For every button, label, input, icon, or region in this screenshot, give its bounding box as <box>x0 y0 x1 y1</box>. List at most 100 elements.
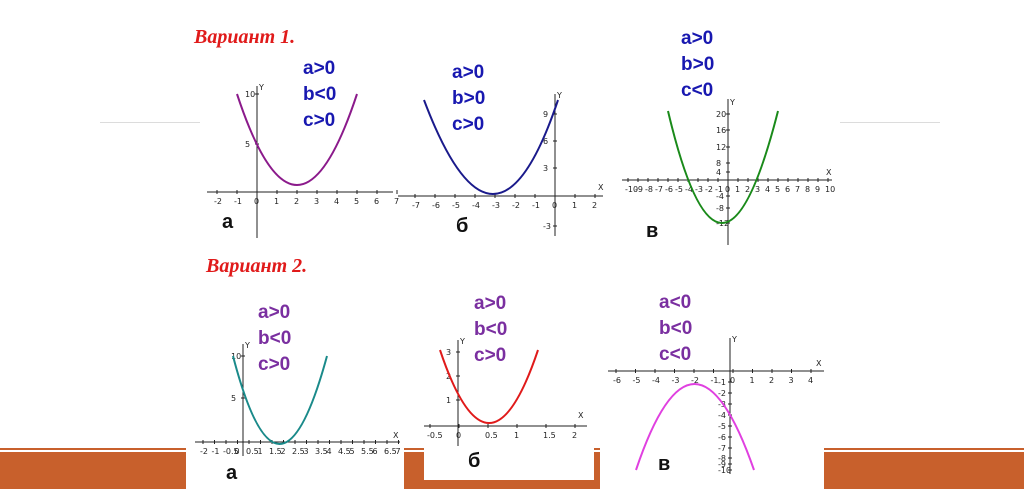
x-tick-label: -6 <box>665 185 673 194</box>
condition-a: a<0 <box>659 292 692 313</box>
x-tick-label: 4 <box>334 197 339 206</box>
y-tick-label: -6 <box>718 433 726 442</box>
x-tick-label: -2 <box>512 201 520 210</box>
x-tick-label: 5.5 <box>361 447 374 456</box>
x-tick-label: 0 <box>725 185 730 194</box>
condition-b: b<0 <box>474 319 508 340</box>
x-axis-label: X <box>826 168 832 177</box>
y-tick-label: -3 <box>718 400 726 409</box>
x-tick-label: -1 <box>234 197 242 206</box>
x-axis-label: X <box>393 431 399 440</box>
parabola-curve <box>439 349 539 424</box>
x-tick-label: 6 <box>373 447 378 456</box>
variant1-title: Вариант 1. <box>194 26 296 48</box>
condition-b: b<0 <box>303 84 337 105</box>
y-tick-label: 10 <box>231 352 241 361</box>
x-tick-label: -10 <box>625 185 638 194</box>
condition-b: b>0 <box>452 88 486 109</box>
y-tick-label: 8 <box>716 159 721 168</box>
conditions-2b: a>0 b<0 c>0 <box>474 291 507 369</box>
x-tick-label: 6.5 <box>384 447 397 456</box>
x-tick-label: 1.5 <box>269 447 282 456</box>
condition-c: c>0 <box>452 114 485 135</box>
x-tick-label: -2 <box>705 185 713 194</box>
x-tick-label: 2 <box>572 431 577 440</box>
x-tick-label: -3 <box>695 185 703 194</box>
x-tick-label: 3 <box>755 185 760 194</box>
condition-b: b<0 <box>659 318 693 339</box>
conditions-1b: a>0 b>0 c>0 <box>452 60 485 138</box>
x-axis-label: X <box>578 411 584 420</box>
y-axis-label: Y <box>556 91 562 100</box>
condition-a: a>0 <box>258 302 291 323</box>
x-tick-label: 2 <box>745 185 750 194</box>
condition-c: c>0 <box>474 345 507 366</box>
condition-b: b<0 <box>258 328 292 349</box>
graph-letter-1c: в <box>646 220 659 242</box>
parabola-graph-2a: -2 -1 -0.50 0.51 1.52 2.53 3.54 4.55 5.56 6.57105… <box>195 341 401 456</box>
x-tick-label: -1 <box>532 201 540 210</box>
y-tick-label: 4 <box>716 168 721 177</box>
y-axis-label: Y <box>731 335 737 344</box>
y-tick-label: 6 <box>543 137 548 146</box>
parabola-curve <box>667 110 779 224</box>
y-tick-label: 3 <box>543 164 548 173</box>
graph-panel-b2 <box>424 440 594 480</box>
x-tick-label: -2 <box>214 197 222 206</box>
y-axis-label: Y <box>244 341 250 350</box>
parabola-curve <box>236 93 358 186</box>
y-tick-label: -4 <box>716 192 724 201</box>
conditions-2c: a<0 b<0 c<0 <box>659 290 692 368</box>
x-tick-label: 2 <box>294 197 299 206</box>
y-tick-label: -9 <box>718 460 726 469</box>
x-tick-label: 3 <box>304 447 309 456</box>
divider-line <box>840 122 940 123</box>
x-tick-label: -4 <box>652 376 660 385</box>
y-tick-label: -10 <box>718 466 731 475</box>
x-tick-label: -7 <box>655 185 663 194</box>
x-tick-label: 4 <box>327 447 332 456</box>
parabola-graph-2b: -0.5 0 0.5 1 1.5 2 3 2 1 Y X <box>424 337 587 446</box>
x-tick-label: 1.5 <box>543 431 556 440</box>
x-tick-label: -1 <box>711 376 719 385</box>
y-tick-label: 16 <box>716 126 726 135</box>
condition-c: c<0 <box>681 80 714 101</box>
condition-a: a>0 <box>474 293 507 314</box>
parabola-graph-1c: -10-9 -8 -7 -6 -5 -4 -3 -2 -1 0 1 2 3 4 5 6 7 8 9 102016128… <box>622 98 835 245</box>
x-tick-label: -5 <box>452 201 460 210</box>
x-tick-label: 2 <box>281 447 286 456</box>
y-tick-label: 9 <box>543 110 548 119</box>
graph-letter-2b: б <box>468 450 481 472</box>
x-tick-label: 4 <box>808 376 813 385</box>
y-tick-label: 10 <box>245 90 255 99</box>
x-tick-label: 2.5 <box>292 447 305 456</box>
x-tick-label: 0.5 <box>246 447 259 456</box>
x-tick-label: 2 <box>769 376 774 385</box>
x-tick-label: -0.5 <box>223 447 239 456</box>
graph-letter-2a: а <box>226 462 238 484</box>
graph-panel-a2 <box>186 440 404 489</box>
y-tick-label: 1 <box>446 396 451 405</box>
x-tick-label: 3 <box>314 197 319 206</box>
x-tick-label: 7 <box>396 447 401 456</box>
conditions-1a: a>0 b<0 c>0 <box>303 56 336 134</box>
x-tick-label: 1 <box>572 201 577 210</box>
x-tick-label: -0.5 <box>427 431 443 440</box>
condition-b: b>0 <box>681 54 715 75</box>
x-tick-label: 4 <box>765 185 770 194</box>
y-tick-label: 3 <box>446 348 451 357</box>
x-tick-label: 1 <box>274 197 279 206</box>
parabola-graph-1a: -2 -1 0 1 2 3 4 5 6 7 10 5 Y <box>207 83 399 238</box>
x-tick-label: 7 <box>795 185 800 194</box>
axes <box>608 338 824 474</box>
y-tick-label: -2 <box>718 389 726 398</box>
y-tick-label: -1 <box>718 378 726 387</box>
condition-a: a>0 <box>303 58 336 79</box>
x-tick-label: -6 <box>432 201 440 210</box>
x-tick-label: 8 <box>805 185 810 194</box>
y-tick-label: 20 <box>716 110 726 119</box>
x-tick-label: 6 <box>374 197 379 206</box>
x-tick-label: 4.5 <box>338 447 351 456</box>
